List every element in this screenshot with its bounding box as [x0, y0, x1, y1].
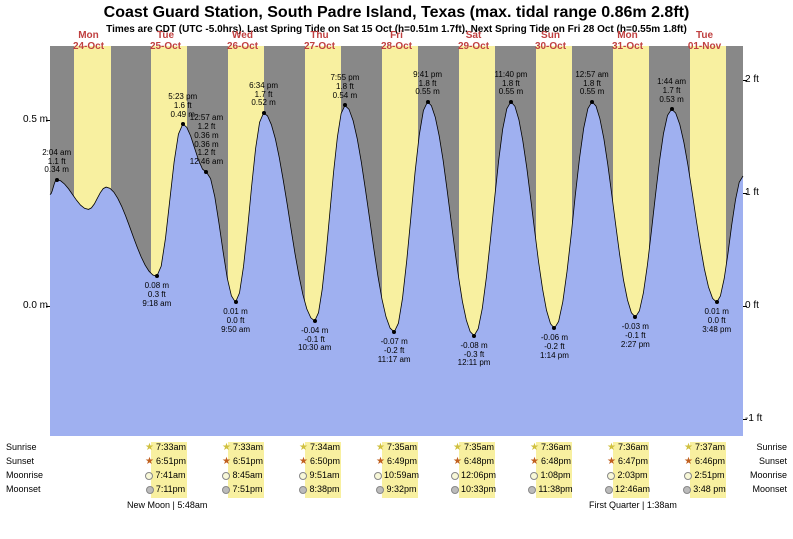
footer-row-label: Moonrise: [6, 470, 48, 480]
footer-cell-sunrise: ★7:33am: [204, 442, 281, 453]
tide-extreme-label: 7:55 pm1.8 ft0.54 m: [320, 74, 370, 100]
tide-curve: [50, 46, 743, 436]
footer-cell-sunset: ★6:46pm: [666, 456, 743, 467]
tide-extreme-point: [472, 334, 476, 338]
footer-row-label: Moonset: [6, 484, 48, 494]
footer-cell-sunrise: ★7:35am: [358, 442, 435, 453]
day-label: Tue25-Oct: [127, 30, 204, 52]
tide-extreme-label: 12:57 am1.8 ft0.55 m: [567, 71, 617, 97]
footer-cell-moonrise: 10:59am: [358, 470, 435, 480]
footer-cell-moonset: 7:51pm: [204, 484, 281, 494]
tide-extreme-point: [426, 100, 430, 104]
footer-cell-moonset: 12:46am: [589, 484, 666, 494]
footer-cell-moonset: 7:11pm: [127, 484, 204, 494]
footer-cell-moonset: 11:38pm: [512, 484, 589, 494]
footer-cell-sunrise: ★7:36am: [589, 442, 666, 453]
tide-extreme-point: [55, 178, 59, 182]
footer-cell-sunset: ★6:48pm: [435, 456, 512, 467]
tide-extreme-label: 0.01 m0.0 ft9:50 am: [211, 308, 261, 334]
day-label: Wed26-Oct: [204, 30, 281, 52]
tide-extreme-label: -0.04 m-0.1 ft10:30 am: [290, 327, 340, 353]
day-label: Mon24-Oct: [50, 30, 127, 52]
footer-cell-sunrise: ★7:36am: [512, 442, 589, 453]
footer-cell-sunset: ★6:51pm: [204, 456, 281, 467]
tide-extreme-label: 12:57 am1.2 ft0.36 m0.36 m1.2 ft12:46 am: [181, 114, 231, 167]
tide-extreme-label: 6:34 pm1.7 ft0.52 m: [239, 82, 289, 108]
tide-extreme-label: 11:40 pm1.8 ft0.55 m: [486, 71, 536, 97]
tide-extreme-point: [234, 300, 238, 304]
tide-extreme-point: [509, 100, 513, 104]
tide-extreme-label: 0.08 m0.3 ft9:18 am: [132, 282, 182, 308]
tide-extreme-label: 9:41 pm1.8 ft0.55 m: [403, 71, 453, 97]
footer-row-label: Sunrise: [745, 442, 787, 452]
footer-cell-sunrise: ★7:34am: [281, 442, 358, 453]
footer-cell-moonrise: 12:06pm: [435, 470, 512, 480]
moon-phase-label: New Moon | 5:48am: [127, 500, 207, 510]
y-left-tick-label: 0.5 m: [14, 114, 48, 125]
tide-extreme-point: [670, 107, 674, 111]
footer-cell-moonset: 8:38pm: [281, 484, 358, 494]
footer-cell-moonrise: 7:41am: [127, 470, 204, 480]
footer-cell-moonrise: 2:51pm: [666, 470, 743, 480]
day-label: Sat29-Oct: [435, 30, 512, 52]
footer-cell-moonset: 10:33pm: [435, 484, 512, 494]
day-label: Mon31-Oct: [589, 30, 666, 52]
footer-row-label: Sunset: [745, 456, 787, 466]
y-left-tick-label: 0.0 m: [14, 300, 48, 311]
tide-extreme-label: -0.07 m-0.2 ft11:17 am: [369, 338, 419, 364]
moon-phase-label: First Quarter | 1:38am: [589, 500, 677, 510]
y-right-tick-label: 0 ft: [745, 300, 779, 311]
tide-extreme-point: [715, 300, 719, 304]
tide-extreme-label: 0.01 m0.0 ft3:48 pm: [692, 308, 742, 334]
footer-cell-sunrise: ★7:37am: [666, 442, 743, 453]
footer-cell-moonrise: 9:51am: [281, 470, 358, 480]
footer-cell-moonrise: 8:45am: [204, 470, 281, 480]
day-label: Fri28-Oct: [358, 30, 435, 52]
chart-title: Coast Guard Station, South Padre Island,…: [0, 4, 793, 22]
y-right-tick-label: 1 ft: [745, 187, 779, 198]
tide-extreme-label: 1:44 am1.7 ft0.53 m: [647, 78, 697, 104]
footer-cell-sunset: ★6:48pm: [512, 456, 589, 467]
footer-row-label: Sunset: [6, 456, 48, 466]
tide-extreme-label: -0.03 m-0.1 ft2:27 pm: [610, 323, 660, 349]
footer-cell-sunset: ★6:50pm: [281, 456, 358, 467]
chart-plot-area: 2:04 am1.1 ft0.34 m0.08 m0.3 ft9:18 am5:…: [50, 46, 743, 436]
footer-row-label: Moonset: [745, 484, 787, 494]
tide-extreme-point: [313, 319, 317, 323]
day-label: Tue01-Nov: [666, 30, 743, 52]
tide-extreme-label: 2:04 am1.1 ft0.34 m: [32, 149, 82, 175]
footer-cell-moonrise: 1:08pm: [512, 470, 589, 480]
footer-cell-sunrise: ★7:35am: [435, 442, 512, 453]
day-label: Thu27-Oct: [281, 30, 358, 52]
y-right-tick-label: 2 ft: [745, 74, 779, 85]
footer-cell-sunset: ★6:51pm: [127, 456, 204, 467]
footer-cell-sunrise: ★7:33am: [127, 442, 204, 453]
footer-cell-sunset: ★6:49pm: [358, 456, 435, 467]
footer-row-label: Sunrise: [6, 442, 48, 452]
footer-cell-moonset: 3:48 pm: [666, 484, 743, 494]
footer-cell-sunset: ★6:47pm: [589, 456, 666, 467]
footer-row-label: Moonrise: [745, 470, 787, 480]
footer-cell-moonset: 9:32pm: [358, 484, 435, 494]
tide-extreme-label: -0.08 m-0.3 ft12:11 pm: [449, 342, 499, 368]
day-label: Sun30-Oct: [512, 30, 589, 52]
tide-extreme-point: [262, 111, 266, 115]
y-right-tick-label: -1 ft: [745, 413, 779, 424]
footer-cell-moonrise: 2:03pm: [589, 470, 666, 480]
tide-extreme-point: [590, 100, 594, 104]
tide-extreme-label: -0.06 m-0.2 ft1:14 pm: [529, 334, 579, 360]
